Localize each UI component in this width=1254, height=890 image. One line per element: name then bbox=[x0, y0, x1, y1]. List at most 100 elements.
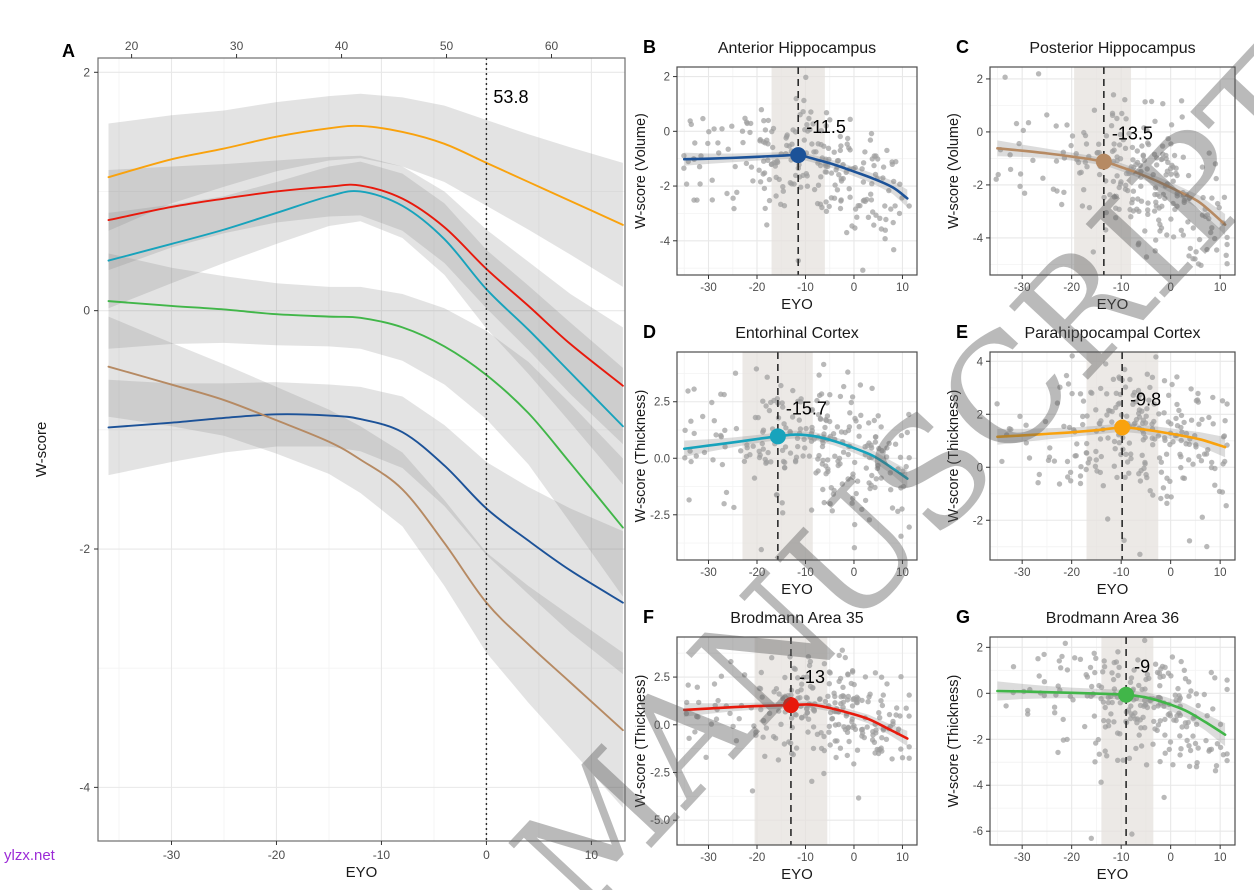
scatter-point bbox=[1224, 261, 1230, 267]
scatter-point bbox=[1084, 440, 1090, 447]
scatter-point bbox=[831, 195, 838, 201]
scatter-point bbox=[823, 199, 829, 205]
scatter-point bbox=[774, 492, 780, 498]
scatter-point bbox=[1103, 133, 1110, 139]
scatter-point bbox=[769, 655, 775, 661]
scatter-point bbox=[857, 382, 864, 388]
scatter-point bbox=[847, 410, 853, 416]
scatter-point bbox=[865, 214, 872, 220]
scatter-point bbox=[897, 454, 904, 460]
scatter-point bbox=[730, 195, 736, 201]
x-tick-label: 10 bbox=[1214, 282, 1227, 294]
scatter-point bbox=[821, 747, 827, 754]
scatter-point bbox=[863, 465, 869, 471]
scatter-point bbox=[825, 693, 831, 699]
scatter-point bbox=[1171, 152, 1178, 159]
scatter-point bbox=[890, 718, 896, 725]
scatter-point bbox=[836, 172, 842, 178]
breakpoint-label: -11.5 bbox=[806, 117, 846, 137]
scatter-point bbox=[804, 710, 811, 716]
scatter-point bbox=[1159, 156, 1165, 162]
trend-line-brown-posterior-hippocampus bbox=[107, 365, 624, 732]
scatter-point bbox=[823, 123, 829, 129]
scatter-point bbox=[836, 678, 842, 685]
scatter-point bbox=[1150, 492, 1156, 498]
scatter-point bbox=[1224, 677, 1230, 683]
scatter-point bbox=[1167, 739, 1174, 745]
scatter-point bbox=[1104, 412, 1110, 418]
scatter-point bbox=[722, 427, 728, 433]
scatter-point bbox=[1092, 669, 1098, 676]
scatter-point bbox=[813, 470, 819, 476]
x-tick-label: -30 bbox=[700, 852, 717, 864]
scatter-point bbox=[815, 182, 822, 188]
scatter-point bbox=[875, 413, 881, 419]
scatter-point bbox=[1105, 718, 1112, 724]
age-tick-label: 50 bbox=[440, 39, 454, 53]
scatter-point bbox=[900, 483, 907, 490]
scatter-point bbox=[768, 399, 774, 406]
scatter-point bbox=[1116, 374, 1122, 380]
scatter-point bbox=[1097, 436, 1104, 442]
scatter-point bbox=[1035, 71, 1042, 77]
scatter-point bbox=[1070, 697, 1076, 703]
scatter-point bbox=[864, 724, 870, 730]
scatter-point bbox=[1168, 122, 1175, 128]
scatter-point bbox=[732, 163, 738, 170]
scatter-point bbox=[701, 449, 708, 456]
breakpoint-dot bbox=[790, 147, 807, 164]
x-tick-label: 10 bbox=[896, 852, 909, 864]
scatter-point bbox=[832, 693, 838, 700]
scatter-point bbox=[716, 150, 722, 156]
scatter-point bbox=[759, 440, 765, 447]
scatter-point bbox=[831, 149, 837, 155]
scatter-point bbox=[1063, 372, 1070, 379]
scatter-point bbox=[1064, 458, 1071, 465]
panel-border bbox=[989, 351, 1236, 561]
scatter-point bbox=[1083, 672, 1089, 678]
plot-background bbox=[98, 58, 625, 841]
x-tick-label: -20 bbox=[749, 282, 766, 294]
scatter-point bbox=[1139, 686, 1145, 693]
scatter-point bbox=[1167, 710, 1173, 717]
scatter-point bbox=[1180, 475, 1186, 481]
panel-border bbox=[989, 66, 1236, 276]
ylzx-watermark-link[interactable]: ylzx.net bbox=[4, 847, 55, 864]
scatter-point bbox=[1177, 752, 1183, 758]
scatter-point bbox=[895, 508, 901, 514]
scatter-point bbox=[1180, 232, 1186, 238]
scatter-point bbox=[1073, 453, 1079, 459]
scatter-point bbox=[871, 417, 877, 424]
scatter-point bbox=[1060, 737, 1067, 743]
scatter-point bbox=[803, 425, 809, 432]
scatter-point bbox=[858, 727, 865, 733]
scatter-point bbox=[781, 203, 788, 209]
scatter-point bbox=[1065, 381, 1072, 387]
y-tick-label: 2 bbox=[664, 72, 670, 84]
scatter-point bbox=[760, 398, 766, 404]
scatter-point bbox=[809, 428, 815, 434]
scatter-point bbox=[1138, 467, 1144, 474]
scatter-point bbox=[1122, 145, 1129, 151]
scatter-point bbox=[731, 504, 737, 511]
scatter-point bbox=[1153, 354, 1159, 360]
scatter-point bbox=[878, 475, 884, 481]
scatter-point bbox=[1096, 171, 1103, 178]
scatter-point bbox=[1168, 171, 1174, 177]
scatter-point bbox=[836, 652, 842, 659]
scatter-point bbox=[1109, 670, 1115, 676]
scatter-point bbox=[1193, 398, 1200, 404]
scatter-point bbox=[723, 489, 730, 496]
scatter-point bbox=[681, 165, 687, 171]
scatter-point bbox=[872, 171, 879, 178]
scatter-point bbox=[1196, 453, 1202, 459]
scatter-point bbox=[849, 394, 856, 400]
scatter-point bbox=[778, 382, 784, 389]
scatter-point bbox=[898, 432, 905, 439]
scatter-point bbox=[892, 203, 898, 209]
scatter-point bbox=[1122, 366, 1128, 373]
y-tick-label: -2 bbox=[660, 181, 670, 193]
scatter-point bbox=[693, 453, 699, 459]
scatter-point bbox=[827, 501, 833, 507]
scatter-point bbox=[1114, 173, 1120, 179]
